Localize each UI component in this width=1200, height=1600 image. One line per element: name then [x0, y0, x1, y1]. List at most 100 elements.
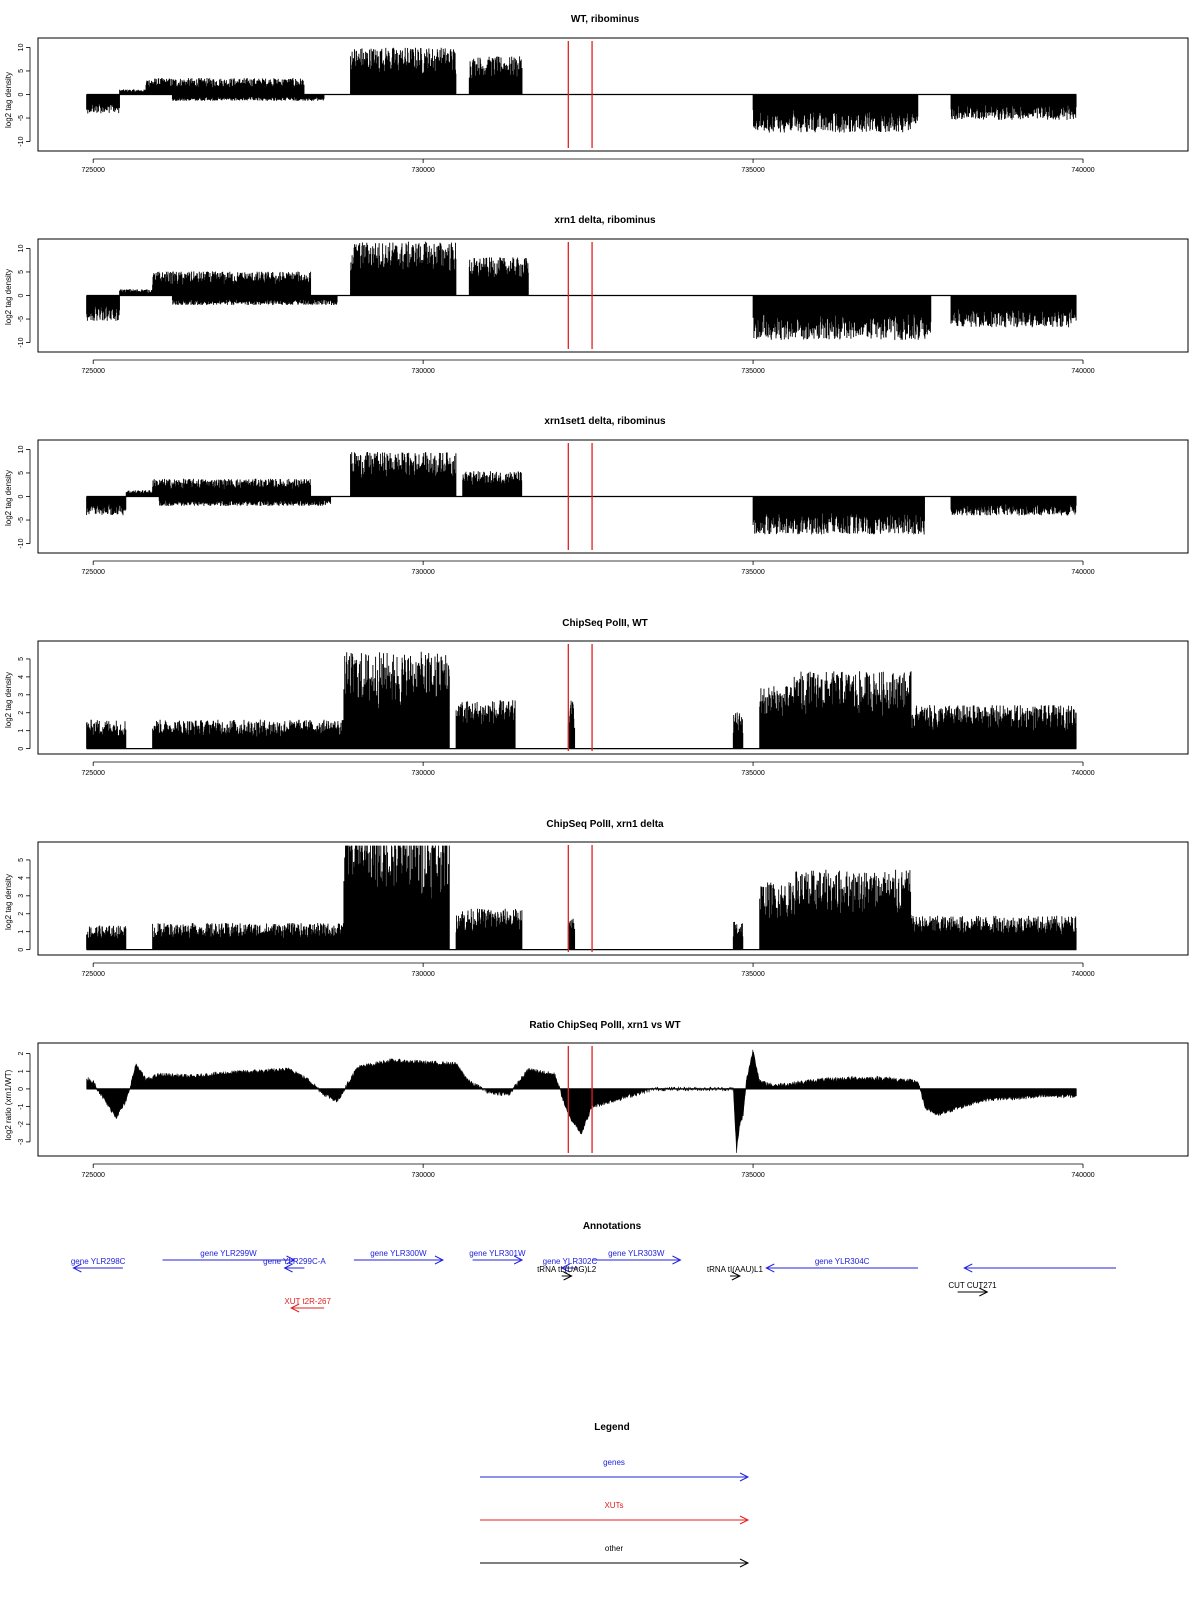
plot-area: 0 1 2 3 4 5 725000 730000 735000 740000	[18, 640, 1189, 777]
plot-area: 10 5 0 -5 -10 725000 730000 735000 740000	[18, 238, 1189, 375]
y-tick-label: 1	[18, 930, 25, 934]
feature-label: tRNA tI(AAU)L1	[707, 1265, 764, 1274]
feature-label: gene YLR299W	[200, 1249, 257, 1258]
panel-xrn1-ribominus: xrn1 delta, ribominus log2 tag density 1…	[4, 215, 1189, 375]
y-tick-label: 4	[18, 876, 25, 880]
x-tick-label: 730000	[411, 368, 434, 375]
y-tick-label: -3	[18, 1139, 25, 1145]
x-tick-label: 740000	[1071, 368, 1094, 375]
y-tick-label: 10	[18, 244, 25, 252]
y-tick-label: 10	[18, 43, 25, 51]
plot-frame	[37, 238, 1189, 353]
plot-frame	[37, 1042, 1189, 1157]
y-tick-label: -10	[18, 538, 25, 548]
x-tick-label: 725000	[82, 770, 105, 777]
y-tick-label: 2	[18, 1052, 25, 1056]
x-tick-label: 735000	[741, 569, 764, 576]
y-tick-label: 4	[18, 675, 25, 679]
y-axis-label: log2 tag density	[4, 470, 13, 526]
feature-label: gene YLR302C	[543, 1257, 598, 1266]
y-axis-label: log2 tag density	[4, 672, 13, 728]
x-tick-label: 730000	[411, 770, 434, 777]
x-tick-label: 740000	[1071, 167, 1094, 174]
arrow-head	[963, 1263, 973, 1273]
arrow-head	[979, 1287, 989, 1297]
legend-title: Legend	[594, 1422, 630, 1433]
feature-label: tRNA tL(UAG)L2	[537, 1265, 597, 1274]
feature-label: gene YLR301W	[469, 1249, 526, 1258]
y-tick-label: 2	[18, 711, 25, 715]
y-tick-label: 5	[18, 657, 25, 661]
plot-frame	[37, 841, 1189, 956]
y-tick-label: 0	[18, 293, 25, 297]
y-axis-label: log2 tag density	[4, 269, 13, 325]
x-tick-label: 725000	[82, 1172, 105, 1179]
panel-chipseq-xrn1: ChipSeq PolII, xrn1 delta log2 tag densi…	[4, 819, 1189, 978]
feature-label: gene YLR300W	[370, 1249, 427, 1258]
x-tick-label: 735000	[741, 368, 764, 375]
x-tick-label: 740000	[1071, 569, 1094, 576]
panel-xrn1set1-ribominus: xrn1set1 delta, ribominus log2 tag densi…	[4, 416, 1189, 576]
feature-label: gene YLR303W	[608, 1249, 665, 1258]
panel-chipseq-wt: ChipSeq PolII, WT log2 tag density 0 1 2 3 4…	[4, 618, 1189, 777]
data-bars	[86, 452, 1077, 535]
panel-ratio: Ratio ChipSeq PolII, xrn1 vs WT log2 rat…	[4, 1020, 1189, 1179]
y-tick-label: -5	[18, 517, 25, 523]
arrow-head	[434, 1255, 445, 1265]
arrow-head	[513, 1255, 524, 1265]
y-axis-label: log2 tag density	[4, 874, 13, 930]
y-tick-label: -5	[18, 316, 25, 322]
x-tick-label: 735000	[741, 770, 764, 777]
feature-label: CUT CUT271	[948, 1281, 997, 1290]
y-tick-label: 0	[18, 948, 25, 952]
x-tick-label: 740000	[1071, 971, 1094, 978]
x-tick-label: 725000	[82, 971, 105, 978]
data-bars	[86, 241, 1077, 340]
ratio-area	[86, 1049, 1077, 1153]
arrow-head	[672, 1255, 682, 1265]
plot-frame	[37, 640, 1189, 755]
panel-title: WT, ribominus	[571, 14, 640, 25]
x-tick-label: 730000	[411, 167, 434, 174]
x-tick-label: 735000	[741, 971, 764, 978]
y-tick-label: 0	[18, 1087, 25, 1091]
arrow-head	[286, 1255, 296, 1265]
x-tick-label: 730000	[411, 569, 434, 576]
arrow-head	[560, 1263, 570, 1273]
data-bars	[86, 47, 1077, 133]
legend-label: genes	[603, 1458, 625, 1467]
y-tick-label: 2	[18, 912, 25, 916]
y-tick-label: -1	[18, 1103, 25, 1109]
x-tick-label: 740000	[1071, 1172, 1094, 1179]
y-tick-label: 5	[18, 270, 25, 274]
panel-title: xrn1 delta, ribominus	[554, 215, 656, 226]
legend: genes XUTs other	[480, 1458, 750, 1568]
feature-label: gene YLR304C	[815, 1257, 870, 1266]
arrow-head	[731, 1271, 741, 1281]
panel-title: Ratio ChipSeq PolII, xrn1 vs WT	[529, 1020, 680, 1031]
feature-label: XUT t2R-267	[284, 1297, 331, 1306]
y-tick-label: -5	[18, 115, 25, 121]
feature-label: gene YLR299C-A	[263, 1257, 326, 1266]
plot-area: 2 1 0 -1 -2 -3 725000 730000 735000 740000	[18, 1042, 1189, 1179]
annotations-title: Annotations	[583, 1221, 642, 1232]
feature-label: gene YLR298C	[71, 1257, 126, 1266]
y-tick-label: -10	[18, 136, 25, 146]
data-bars	[86, 845, 1077, 950]
plot-frame	[37, 439, 1189, 554]
x-tick-label: 735000	[741, 1172, 764, 1179]
y-tick-label: 10	[18, 445, 25, 453]
plot-area: 0 1 2 3 4 5 725000 730000 735000 740000	[18, 841, 1189, 978]
plot-area: 10 5 0 -5 -10 725000 730000 735000 740000	[18, 37, 1189, 174]
y-tick-label: 0	[18, 747, 25, 751]
arrow-head	[563, 1271, 573, 1281]
data-bars	[86, 651, 1077, 749]
arrow-head	[72, 1263, 82, 1273]
y-tick-label: 1	[18, 1069, 25, 1073]
x-tick-label: 740000	[1071, 770, 1094, 777]
panel-title: ChipSeq PolII, xrn1 delta	[546, 819, 664, 830]
arrow-head	[765, 1263, 775, 1273]
y-tick-label: -2	[18, 1121, 25, 1127]
x-tick-label: 725000	[82, 569, 105, 576]
